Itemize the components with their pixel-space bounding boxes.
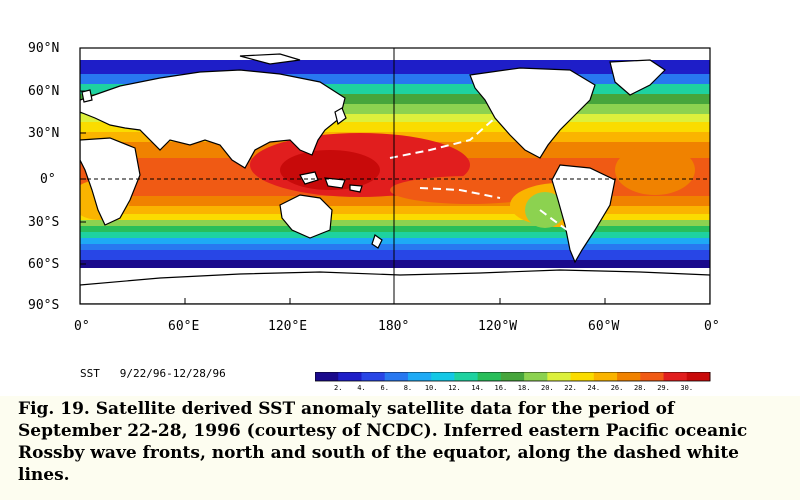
colorbar-tick-label: 8. — [404, 384, 412, 392]
colorbar-swatch — [593, 372, 618, 381]
caption-text: Fig. 19. Satellite derived SST anomaly s… — [18, 399, 748, 485]
colorbar-swatch — [477, 372, 502, 381]
colorbar: 2. 4. 6. 8. 10. 12. 14. 16. 18. 20. 22. 24. 26. 28. 29… — [315, 372, 711, 392]
colorbar-tick-label: 14. — [471, 384, 484, 392]
colorbar-tick-label: 4. — [357, 384, 365, 392]
colorbar-swatch — [384, 372, 409, 381]
lon-label-0: 0° — [74, 319, 90, 334]
map-frame — [79, 47, 711, 305]
colorbar-swatch — [454, 372, 479, 381]
colorbar-swatch — [431, 372, 455, 381]
lat-label-30n: 30°N — [28, 126, 60, 141]
colorbar-tick-label: 10. — [425, 384, 438, 392]
lon-label-120w: 120°W — [478, 319, 518, 334]
colorbar-swatch — [640, 372, 665, 381]
colorbar-tick-label: 29. — [657, 384, 670, 392]
colorbar-swatch — [338, 372, 362, 381]
lat-label-60n: 60°N — [28, 84, 60, 99]
sst-map — [79, 47, 711, 305]
lon-label-60w: 60°W — [588, 319, 620, 334]
colorbar-swatch — [547, 372, 572, 381]
lat-label-60s: 60°S — [28, 257, 60, 272]
lon-label-120e: 120°E — [268, 319, 308, 334]
colorbar-swatch — [407, 372, 432, 381]
colorbar-tick-label: 30. — [680, 384, 693, 392]
colorbar-tick-label: 20. — [541, 384, 554, 392]
colorbar-tick-label: 12. — [448, 384, 461, 392]
colorbar-tick-label: 18. — [518, 384, 531, 392]
lat-label-30s: 30°S — [28, 215, 60, 230]
colorbar-swatch — [663, 372, 688, 381]
colorbar-swatch — [570, 372, 595, 381]
colorbar-tick-label: 16. — [495, 384, 508, 392]
colorbar-tick-label: 2. — [334, 384, 342, 392]
lat-label-eq: 0° — [40, 172, 56, 187]
colorbar-tick-label: 24. — [587, 384, 600, 392]
colorbar-swatch — [315, 372, 339, 381]
colorbar-swatch — [500, 372, 525, 381]
colorbar-tick-label: 28. — [634, 384, 647, 392]
lat-label-90s: 90°S — [28, 298, 60, 313]
colorbar-tick-label: 6. — [380, 384, 388, 392]
colorbar-tick-label: 22. — [564, 384, 577, 392]
colorbar-tick-label: 26. — [611, 384, 624, 392]
figure-caption: Fig. 19. Satellite derived SST anomaly s… — [0, 396, 800, 500]
rossby-wave-fronts — [389, 117, 576, 236]
colorbar-border — [315, 372, 711, 382]
colorbar-swatch — [686, 372, 711, 381]
lat-label-90n: 90°N — [28, 41, 60, 56]
land-masses — [80, 53, 710, 304]
lon-label-60e: 60°E — [168, 319, 200, 334]
colorbar-swatch — [617, 372, 641, 381]
sst-period-label: SST 9/22/96-12/28/96 — [80, 367, 226, 380]
lon-label-180: 180° — [378, 319, 410, 334]
colorbar-swatch — [361, 372, 386, 381]
colorbar-swatch — [524, 372, 548, 381]
lon-label-0-east: 0° — [704, 319, 720, 334]
